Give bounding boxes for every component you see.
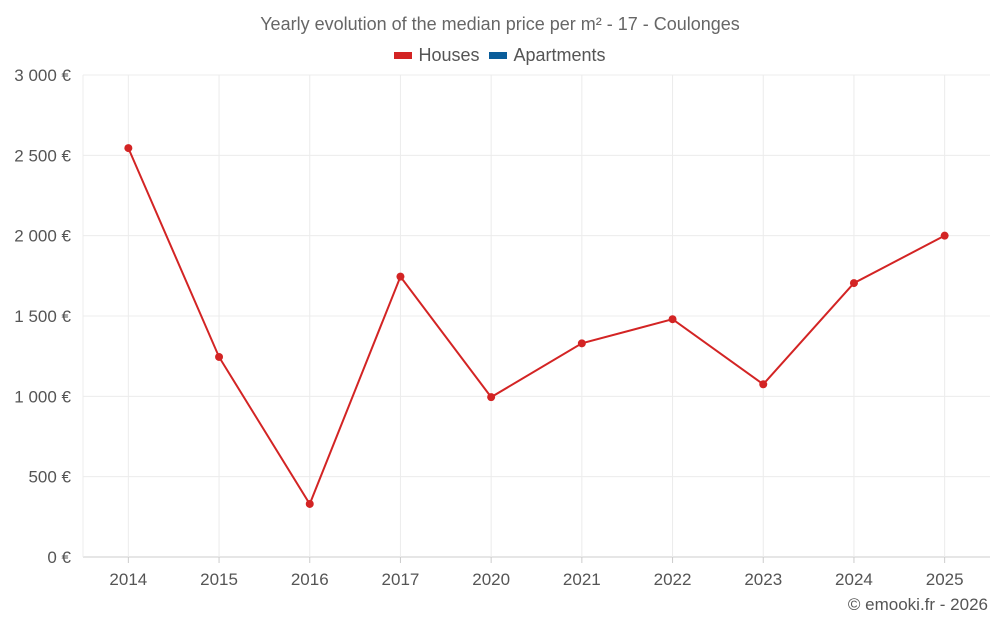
- data-point: [396, 272, 405, 281]
- x-tick-label: 2015: [200, 570, 238, 589]
- chart-title: Yearly evolution of the median price per…: [260, 14, 740, 34]
- y-tick-label: 3 000 €: [14, 66, 71, 85]
- x-tick-label: 2024: [835, 570, 873, 589]
- legend-item-houses[interactable]: Houses: [394, 45, 479, 66]
- data-point: [668, 315, 677, 324]
- x-tick-label: 2025: [926, 570, 964, 589]
- x-tick-label: 2023: [744, 570, 782, 589]
- legend-swatch-houses: [394, 52, 413, 59]
- x-tick-label: 2020: [472, 570, 510, 589]
- data-point: [759, 380, 768, 389]
- y-tick-label: 1 000 €: [14, 387, 71, 406]
- legend-swatch-apartments: [489, 52, 508, 59]
- legend-label-houses: Houses: [418, 45, 480, 65]
- y-tick-label: 1 500 €: [14, 307, 71, 326]
- x-tick-label: 2016: [291, 570, 329, 589]
- legend-label-apartments: Apartments: [513, 45, 606, 65]
- footer-credit: © emooki.fr - 2026: [847, 595, 988, 614]
- data-point: [124, 144, 133, 153]
- x-tick-label: 2022: [654, 570, 692, 589]
- data-point: [940, 231, 949, 240]
- chart-legend: Houses Apartments: [0, 45, 1000, 66]
- y-tick-label: 2 000 €: [14, 227, 71, 246]
- y-tick-label: 2 500 €: [14, 146, 71, 165]
- series-line-houses: [127, 147, 946, 507]
- data-point: [305, 499, 314, 508]
- data-point: [577, 339, 586, 348]
- y-tick-label: 0 €: [47, 548, 71, 567]
- x-tick-label: 2021: [563, 570, 601, 589]
- legend-item-apartments[interactable]: Apartments: [489, 45, 606, 66]
- data-point: [849, 279, 858, 288]
- y-tick-label: 500 €: [28, 468, 71, 487]
- x-tick-label: 2017: [382, 570, 420, 589]
- data-point: [487, 393, 496, 402]
- data-point: [215, 352, 224, 361]
- x-tick-label: 2014: [109, 570, 147, 589]
